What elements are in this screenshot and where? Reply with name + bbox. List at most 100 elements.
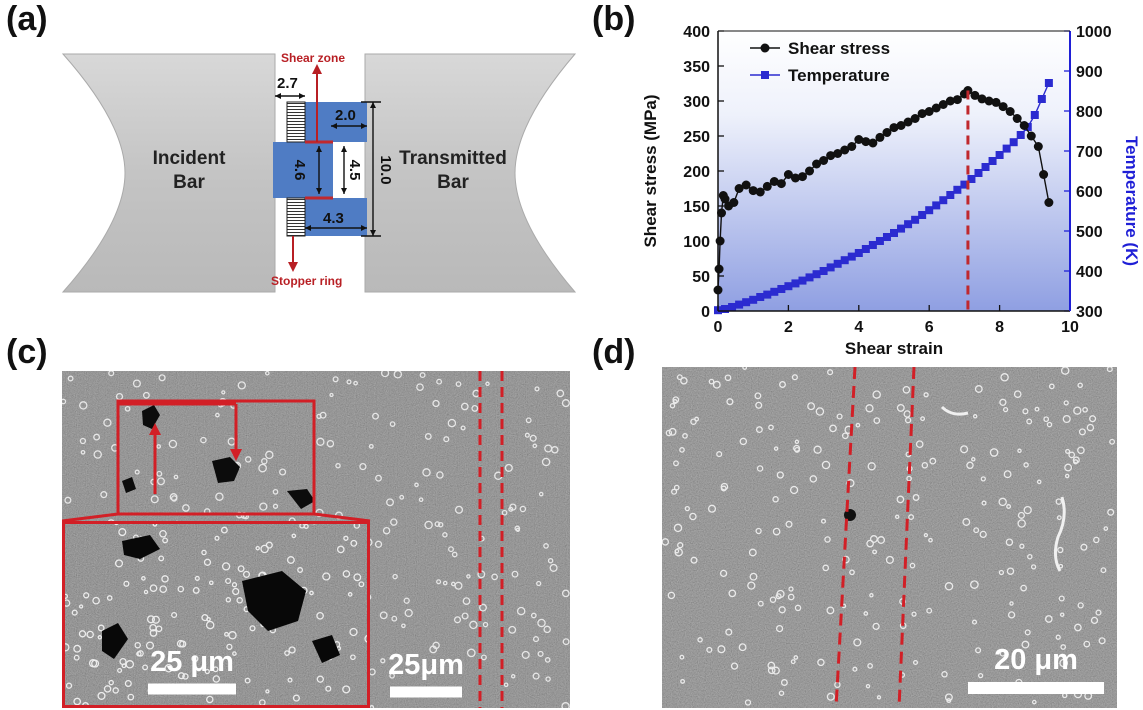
sem-particle: [855, 422, 861, 428]
shear-stress-point: [991, 97, 1001, 107]
sem-particle: [562, 638, 570, 646]
sem-particle: [149, 623, 157, 632]
sem-particle: [118, 528, 127, 537]
sem-particle: [316, 413, 322, 420]
sem-particle: [119, 657, 127, 666]
sem-particle: [389, 421, 396, 427]
temperature-point: [861, 245, 870, 253]
sem-particle: [673, 460, 679, 467]
sem-particle: [455, 381, 462, 387]
sem-particle: [790, 659, 796, 665]
sem-particle: [896, 495, 905, 504]
sem-particle: [1058, 595, 1065, 602]
sem-particle: [779, 381, 786, 388]
sem-particle: [707, 504, 717, 513]
sem-particle: [93, 450, 102, 459]
sem-particle: [141, 576, 146, 581]
sem-particle: [545, 676, 551, 682]
sem-particle: [866, 539, 874, 548]
shear-stress-point: [734, 184, 744, 193]
sem-particle: [286, 556, 295, 564]
sem-particle: [849, 569, 855, 576]
y-tick-label: 100: [683, 234, 710, 251]
sem-particle: [1057, 546, 1064, 554]
sem-particle: [510, 674, 516, 679]
sem-particle: [1034, 406, 1040, 412]
sem-particle: [466, 574, 471, 579]
sem-particle: [865, 404, 874, 413]
sem-particle: [529, 434, 537, 442]
sem-particle: [143, 589, 149, 595]
sem-particle: [103, 418, 112, 427]
temperature-point: [756, 293, 765, 301]
sem-particle: [974, 385, 983, 393]
temperature-point: [904, 220, 913, 229]
sem-particle: [390, 518, 398, 526]
sem-particle: [780, 679, 788, 686]
sem-particle: [150, 495, 159, 504]
sem-particle: [103, 685, 112, 693]
sem-particle: [521, 650, 530, 659]
temperature-point: [1016, 131, 1025, 139]
sem-particle: [375, 474, 382, 482]
sem-particle: [773, 446, 779, 451]
sem-particle: [1078, 428, 1086, 436]
sem-particle: [424, 432, 432, 440]
stopper-ring-lower: [286, 197, 306, 237]
sem-particle: [462, 597, 471, 605]
sem-particle: [1046, 421, 1053, 428]
sem-particle: [730, 662, 739, 670]
sem-particle: [1093, 536, 1100, 544]
incident-bar: [61, 53, 276, 293]
sem-particle: [680, 377, 688, 385]
sem-particle: [712, 380, 721, 389]
sem-particle: [124, 405, 131, 412]
sem-particle: [720, 485, 727, 492]
sem-particle: [322, 572, 331, 581]
stress-temperature-chart: 0 2 4 6 8 10050100150200250300350400300400500…: [641, 24, 1140, 358]
sem-particle: [1059, 612, 1065, 617]
sem-particle: [1098, 637, 1106, 645]
shear-stress-point: [984, 96, 994, 106]
sem-particle: [694, 416, 700, 422]
sem-particle: [97, 691, 106, 700]
sem-particle: [1006, 567, 1015, 575]
sem-particle: [1020, 584, 1027, 592]
sem-particle: [787, 593, 795, 601]
temperature-point: [918, 211, 927, 219]
scale-label-c-inset: 25 μm: [150, 646, 234, 678]
inset-source-box: [116, 399, 316, 516]
sem-particle: [672, 396, 680, 404]
sem-particle: [1106, 367, 1113, 373]
y2-tick-label: 300: [1076, 304, 1103, 321]
sem-particle: [532, 443, 538, 449]
temperature-point: [946, 191, 955, 199]
sem-particle: [690, 418, 697, 425]
sem-particle: [966, 461, 974, 470]
sem-particle: [382, 526, 391, 535]
sem-particle: [65, 682, 73, 689]
sem-particle: [237, 565, 245, 573]
sem-particle: [970, 580, 979, 589]
sem-particle: [1003, 470, 1012, 479]
panel-label-b: (b): [592, 0, 636, 38]
sem-particle: [1023, 505, 1032, 515]
sem-particle: [981, 500, 987, 506]
sem-particle: [1068, 451, 1076, 459]
sem-particle: [272, 503, 279, 509]
sem-particle: [756, 465, 764, 472]
dim-2-7: 2.7: [277, 75, 298, 92]
sem-particle: [1083, 640, 1091, 648]
sem-particle: [1062, 414, 1071, 424]
sem-particle: [544, 444, 553, 453]
sem-particle: [1077, 602, 1084, 609]
sem-particle: [530, 612, 537, 619]
shear-stress-point: [840, 145, 850, 155]
specimen-lower: [305, 198, 367, 236]
shear-stress-point: [755, 187, 765, 197]
sem-particle: [236, 597, 243, 604]
sem-particle: [771, 666, 780, 675]
sem-particle: [332, 376, 339, 383]
sem-particle: [716, 451, 723, 458]
sem-particle: [1002, 406, 1009, 413]
